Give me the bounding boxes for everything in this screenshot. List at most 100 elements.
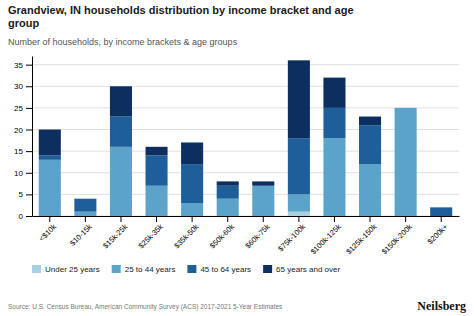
legend-swatch: [187, 265, 196, 273]
legend-label: 45 to 64 years: [200, 265, 251, 274]
bar-segment: [181, 142, 203, 164]
bar-segment: [359, 117, 381, 126]
tick-mark: [227, 216, 228, 222]
tick-mark: [120, 216, 121, 222]
tick-mark: [263, 216, 264, 222]
bar-segment: [430, 207, 452, 216]
tick-label: $15k-25k: [101, 222, 129, 250]
bar-segment: [39, 155, 61, 159]
tick-mark: [370, 216, 371, 222]
tick-mark: [441, 216, 442, 222]
tick-mark: [405, 216, 406, 222]
legend-label: 25 to 44 years: [125, 265, 176, 274]
bar-segment: [288, 212, 310, 216]
tick-mark: [26, 151, 32, 152]
tick-mark: [26, 65, 32, 66]
bar-segment: [146, 155, 168, 185]
grid-line: [32, 64, 459, 65]
grid-line: [32, 86, 459, 87]
bar-segment: [323, 138, 345, 216]
tick-label: 35: [14, 61, 23, 70]
tick-mark: [298, 216, 299, 222]
tick: $15k-25k: [101, 216, 129, 250]
tick-label: $10-15k: [68, 222, 94, 248]
legend: Under 25 years 25 to 44 years 45 to 64 yea…: [32, 265, 340, 274]
legend-item: 65 years and over: [263, 265, 340, 274]
legend-swatch: [32, 265, 41, 273]
tick-mark: [334, 216, 335, 222]
tick: $60k-75k: [243, 216, 271, 250]
tick-mark: [156, 216, 157, 222]
tick: $200k+: [426, 216, 450, 246]
bar-segment: [110, 86, 132, 116]
bar-segment: [181, 164, 203, 203]
series: [288, 212, 310, 216]
legend-swatch: [112, 265, 121, 273]
bar-segment: [74, 199, 96, 212]
tick-label: 20: [14, 126, 23, 135]
series: [39, 60, 381, 185]
bar-segment: [323, 78, 345, 108]
tick: 25: [14, 104, 32, 113]
tick: $125k-150k: [344, 216, 378, 256]
bar-segment: [323, 108, 345, 138]
tick-label: $125k-150k: [344, 222, 378, 256]
legend-label: Under 25 years: [45, 265, 100, 274]
tick-label: 25: [14, 104, 23, 113]
bar-segment: [74, 198, 96, 199]
bar-segment: [395, 107, 417, 108]
tick: <$10k: [37, 216, 58, 243]
bar-segment: [74, 212, 96, 216]
chart: Grandview, IN households distribution by…: [0, 0, 474, 316]
tick-label: $60k-75k: [243, 222, 271, 250]
legend-swatch: [263, 265, 272, 273]
bar-segment: [252, 181, 274, 185]
branding: Neilsberg: [417, 299, 466, 313]
tick: $50k-60k: [208, 216, 236, 250]
title: Grandview, IN households distribution by…: [8, 4, 354, 29]
tick-label: $75k-100k: [276, 222, 307, 253]
x-axis: <$10k$10-15k$15k-25k$25k-35k$35k-50k$50k…: [33, 216, 460, 256]
tick-label: $200k+: [426, 222, 450, 246]
legend-item: 45 to 64 years: [187, 265, 251, 274]
tick-label: 30: [14, 82, 23, 91]
tick-label: 0: [19, 212, 24, 221]
tick-mark: [26, 216, 32, 217]
tick-label: $100k-125k: [309, 222, 343, 256]
tick-mark: [26, 108, 32, 109]
tick-mark: [26, 173, 32, 174]
tick-mark: [192, 216, 193, 222]
tick-label: $25k-35k: [137, 222, 165, 250]
plot: 0 5 10 15 20 25 30 35 <$10k $10-15k $15k-25k $25k-3…: [14, 57, 459, 257]
tick: $75k-100k: [276, 216, 307, 253]
bar-segment: [288, 194, 310, 211]
tick: $25k-35k: [137, 216, 165, 250]
tick: 0: [19, 212, 32, 221]
series: [39, 108, 417, 216]
bar-segment: [217, 181, 239, 185]
source: Source: U.S. Census Bureau, American Com…: [8, 303, 283, 311]
bar-segment: [252, 186, 274, 216]
tick-label: 5: [19, 190, 24, 199]
bar-segment: [146, 186, 168, 216]
subtitle: Number of households, by income brackets…: [8, 37, 238, 47]
tick-mark: [26, 86, 32, 87]
tick-mark: [49, 216, 50, 222]
series: [39, 108, 452, 216]
tick: 20: [14, 126, 32, 135]
bar-segment: [359, 125, 381, 164]
tick: 5: [19, 190, 32, 199]
bar-segment: [395, 107, 417, 108]
tick-mark: [85, 216, 86, 222]
tick-label: 15: [14, 147, 23, 156]
tick-mark: [26, 130, 32, 131]
bar-segment: [39, 130, 61, 156]
bar-segment: [39, 160, 61, 216]
tick-label: 10: [14, 169, 23, 178]
bar-segment: [359, 164, 381, 216]
bar-segment: [110, 117, 132, 147]
tick-label: $150k-200k: [380, 222, 414, 256]
axis-line: [32, 57, 33, 217]
axis-line: [33, 216, 460, 217]
bar-segment: [395, 108, 417, 216]
